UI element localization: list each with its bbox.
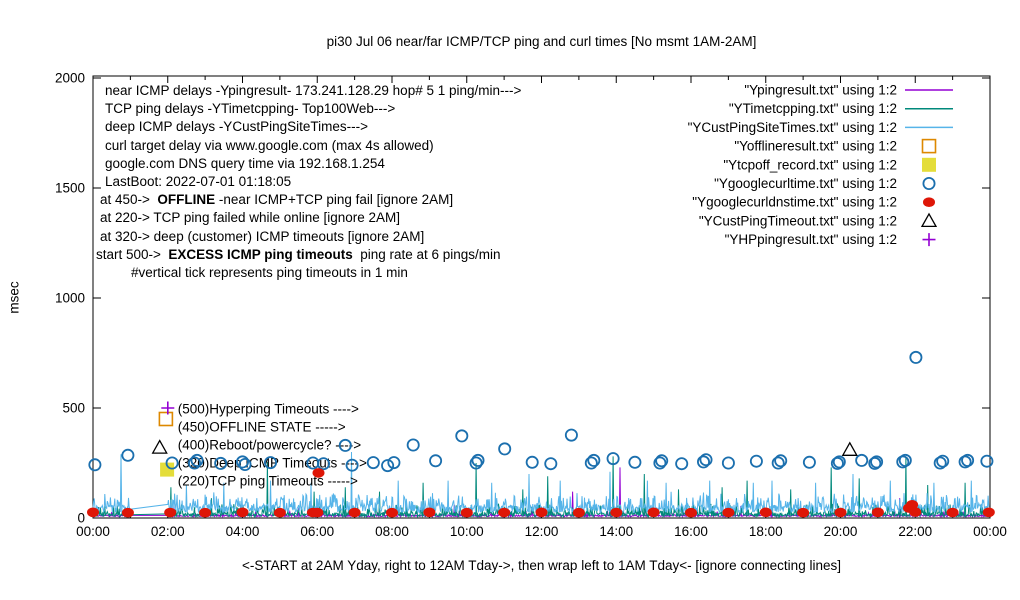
series-offline-result [158,411,174,427]
plot-label: (500)Hyperping Timeouts ----> [178,402,359,417]
y-tick-label: 1000 [55,291,85,306]
legend-entry-label: "YCustPingSiteTimes.txt" using 1:2 [688,120,897,135]
x-tick-label: 00:00 [973,524,1007,539]
y-axis-label: msec [6,281,22,314]
legend-entry-label: "YTimetcpping.txt" using 1:2 [729,101,897,116]
info-line: near ICMP delays -Ypingresult- 173.241.1… [105,83,522,98]
info-line: deep ICMP delays -YCustPingSiteTimes---> [105,119,368,135]
info-line: google.com DNS query time via 192.168.1.… [105,155,385,171]
legend-marker-sample [922,233,936,247]
series-deep-icmp [92,451,990,515]
x-axis-label: <-START at 2AM Yday, right to 12AM Tday-… [242,558,841,573]
plot-label: (400)Reboot/powercycle? ----> [178,437,362,452]
y-tick-label: 500 [62,401,85,416]
y-tick-label: 2000 [55,71,85,86]
plot-label: (220)TCP ping Timeouts -----> [178,474,358,489]
legend-marker-sample [920,212,938,228]
legend-marker-sample [921,138,937,154]
series-cust-ping-timeout [151,439,858,456]
x-tick-label: 18:00 [749,524,783,539]
legend-marker-sample [922,177,936,190]
series-tcpoff-record [160,462,175,477]
x-tick-label: 02:00 [151,524,185,539]
legend-entry-label: "Ypingresult.txt" using 1:2 [744,83,897,98]
legend-entry-label: "Ytcpoff_record.txt" using 1:2 [723,157,897,172]
info-line: at 220-> TCP ping failed while online [i… [100,210,401,226]
legend-entry-label: "YCustPingTimeout.txt" using 1:2 [699,213,897,228]
series-google-curl-time [88,350,994,473]
info-line: at 320-> deep (customer) ICMP timeouts [… [100,228,425,244]
info-line: LastBoot: 2022-07-01 01:18:05 [105,174,292,190]
legend-entry-label: "YHPpingresult.txt" using 1:2 [725,232,897,247]
info-line: #vertical tick represents ping timeouts … [131,265,408,281]
x-tick-label: 06:00 [300,524,334,539]
series-tcp-ping [92,456,990,519]
info-line: curl target delay via www.google.com (ma… [105,137,434,153]
y-tick-label: 1500 [55,181,85,196]
info-line: start 500-> EXCESS ICMP ping timeouts pi… [96,246,501,262]
x-tick-label: 14:00 [599,524,633,539]
x-tick-label: 00:00 [76,524,110,539]
legend-entry-label: "Ygooglecurldnstime.txt" using 1:2 [692,195,897,210]
x-tick-label: 08:00 [375,524,409,539]
plot-label: (450)OFFLINE STATE -----> [178,419,346,434]
series-hp-ping-result [161,401,175,415]
x-tick-label: 12:00 [525,524,559,539]
info-line: at 450-> OFFLINE -near ICMP+TCP ping fai… [100,192,454,208]
x-tick-label: 04:00 [226,524,260,539]
legend-entry-label: "Yofflineresult.txt" using 1:2 [734,139,897,154]
info-line: TCP ping delays -YTimetcpping- Top100Web… [105,101,396,117]
x-tick-label: 22:00 [898,524,932,539]
info-annotations: near ICMP delays -Ypingresult- 173.241.1… [96,82,522,282]
y-tick-label: 0 [77,511,85,526]
legend-marker-sample [923,197,935,207]
series-google-curl-dns-time [87,468,995,518]
x-tick-label: 16:00 [674,524,708,539]
chart-title: pi30 Jul 06 near/far ICMP/TCP ping and c… [326,34,757,49]
x-tick-label: 10:00 [450,524,484,539]
legend-entry-label: "Ygooglecurltime.txt" using 1:2 [714,176,897,191]
legend-marker-sample [922,157,936,172]
x-tick-label: 20:00 [824,524,858,539]
